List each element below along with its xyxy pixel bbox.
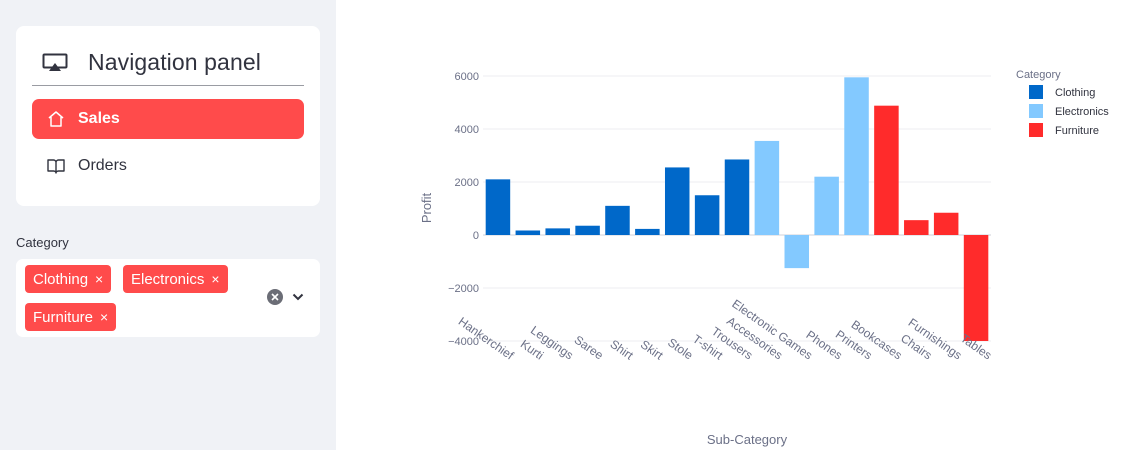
navigation-header: Navigation panel — [32, 40, 304, 86]
bar — [545, 228, 570, 235]
y-tick-label: −4000 — [448, 336, 479, 348]
legend-label: Electronics — [1055, 106, 1109, 118]
bar — [575, 225, 600, 235]
sidebar: Navigation panel Sales Orders Category C… — [0, 0, 336, 450]
bar — [874, 105, 899, 236]
tag-label: Electronics — [131, 270, 205, 288]
y-axis-title: Profit — [419, 192, 434, 223]
nav-item-sales[interactable]: Sales — [32, 99, 304, 139]
legend-title: Category — [1016, 69, 1061, 81]
book-icon — [46, 156, 66, 176]
y-tick-label: 4000 — [455, 124, 479, 136]
nav-item-orders[interactable]: Orders — [32, 146, 304, 186]
bar — [605, 205, 630, 235]
y-tick-label: 2000 — [455, 177, 479, 189]
x-tick-label: Saree — [572, 333, 607, 363]
y-tick-label: −2000 — [448, 283, 479, 295]
x-tick-label: Stole — [665, 335, 696, 362]
legend-label: Furniture — [1055, 125, 1099, 137]
legend-swatch — [1029, 104, 1043, 118]
bar — [784, 235, 810, 269]
tag-clothing[interactable]: Clothing × — [25, 265, 112, 293]
navigation-card: Navigation panel Sales Orders — [16, 26, 320, 206]
bar — [933, 212, 959, 235]
tag-electronics[interactable]: Electronics × — [123, 265, 228, 293]
x-axis-title: Sub-Category — [707, 432, 788, 447]
close-icon[interactable]: × — [211, 271, 220, 287]
tag-label: Clothing — [33, 270, 89, 288]
legend-label: Clothing — [1055, 87, 1095, 99]
bar — [963, 235, 989, 341]
close-icon[interactable]: × — [95, 271, 104, 287]
category-multiselect[interactable]: Clothing × Electronics × Furniture × — [16, 259, 320, 337]
tag-furniture[interactable]: Furniture × — [25, 303, 117, 331]
bar — [515, 230, 541, 235]
navigation-title: Navigation panel — [88, 49, 261, 75]
clear-all-icon[interactable] — [267, 289, 283, 305]
tag-label: Furniture — [33, 308, 94, 326]
legend-swatch — [1029, 123, 1043, 137]
bar — [485, 179, 511, 235]
home-icon — [46, 109, 66, 129]
profit-bar-chart: 6000 4000 2000 0 −2000 −4000 Hankerchief Kurti L… — [336, 0, 1130, 450]
bar — [814, 176, 839, 235]
bar — [635, 228, 660, 235]
bar — [904, 220, 929, 235]
bar — [844, 77, 869, 235]
chevron-down-icon[interactable] — [291, 290, 305, 304]
monitor-cast-icon — [42, 51, 70, 75]
y-tick-label: 6000 — [455, 71, 479, 83]
bar — [694, 195, 720, 235]
nav-item-label: Orders — [78, 157, 127, 174]
y-tick-label: 0 — [473, 230, 479, 242]
bar — [724, 159, 750, 235]
legend-swatch — [1029, 85, 1043, 99]
close-icon[interactable]: × — [100, 309, 109, 325]
nav-item-label: Sales — [78, 110, 120, 127]
bar — [664, 167, 690, 235]
bar — [754, 140, 780, 235]
category-filter-label: Category — [16, 235, 69, 250]
